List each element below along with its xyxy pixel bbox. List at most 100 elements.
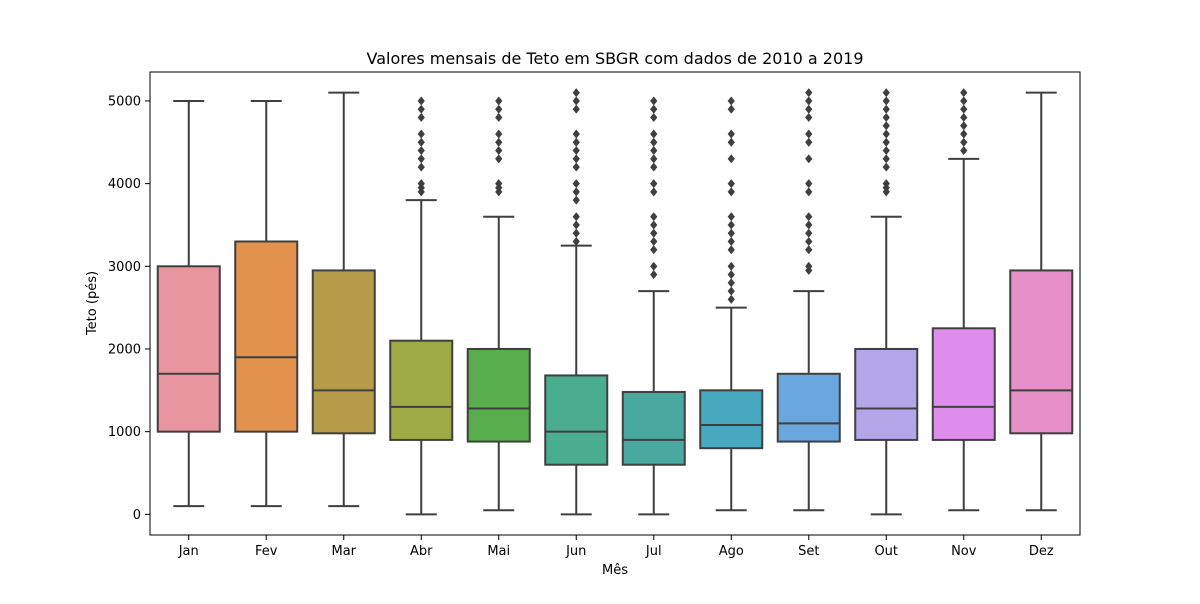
outlier-point xyxy=(805,220,813,230)
outlier-point xyxy=(650,245,658,255)
outlier-point xyxy=(417,179,425,189)
x-tick-label: Set xyxy=(798,544,819,559)
outlier-point xyxy=(572,179,580,189)
outlier-point xyxy=(417,129,425,139)
outlier-point xyxy=(882,121,890,131)
y-tick-label: 1000 xyxy=(108,425,141,440)
outlier-point xyxy=(572,104,580,114)
x-tick-label: Jun xyxy=(565,544,586,559)
outlier-point xyxy=(417,154,425,164)
outlier-point xyxy=(572,236,580,247)
box-iqr xyxy=(234,240,299,433)
outlier-point xyxy=(650,137,658,147)
outlier-point xyxy=(650,104,658,114)
outlier-point xyxy=(650,145,658,156)
outlier-point xyxy=(650,129,658,139)
outlier-point xyxy=(960,137,968,147)
plot-frame xyxy=(149,71,1081,536)
y-tick-label: 0 xyxy=(133,508,141,523)
y-tick-label: 4000 xyxy=(108,177,141,192)
box-iqr xyxy=(621,390,686,466)
outlier-point xyxy=(495,129,503,139)
outlier-point xyxy=(495,154,503,164)
outlier-point xyxy=(572,145,580,156)
outlier-point xyxy=(805,245,813,255)
chart-title: Valores mensais de Teto em SBGR com dado… xyxy=(367,49,864,68)
box-iqr xyxy=(776,372,841,443)
outlier-point xyxy=(727,104,735,114)
outlier-point xyxy=(805,236,813,247)
outlier-point xyxy=(805,187,813,197)
x-axis-label: Mês xyxy=(602,563,628,578)
box-iqr xyxy=(699,389,764,450)
outlier-point xyxy=(650,112,658,123)
outlier-point xyxy=(727,212,735,222)
chart-axes: Jan Fev Mar Abr Mai Jun Jul Ago Set Out Nov Dez 0 100… xyxy=(108,94,1054,559)
outlier-point xyxy=(650,154,658,164)
outlier-point xyxy=(882,162,890,172)
outlier-point xyxy=(727,269,735,280)
box-iqr xyxy=(931,327,996,441)
outlier-point xyxy=(805,112,813,123)
outlier-point xyxy=(572,129,580,139)
outlier-point xyxy=(727,220,735,230)
box-fev xyxy=(234,99,299,508)
outlier-point xyxy=(572,88,580,98)
outlier-point xyxy=(727,286,735,296)
outlier-point xyxy=(727,96,735,106)
outlier-point xyxy=(960,121,968,131)
box-mar xyxy=(311,91,376,508)
outlier-point xyxy=(727,228,735,238)
outlier-point xyxy=(727,179,735,189)
outlier-point xyxy=(417,96,425,106)
outlier-point xyxy=(960,88,968,98)
outlier-point xyxy=(650,220,658,230)
box-out xyxy=(854,88,919,516)
outlier-point xyxy=(572,187,580,197)
outlier-point xyxy=(882,88,890,98)
box-iqr xyxy=(389,339,454,441)
outlier-point xyxy=(727,278,735,288)
outlier-point xyxy=(495,145,503,156)
outlier-point xyxy=(572,96,580,106)
box-dez xyxy=(1009,91,1074,512)
outlier-point xyxy=(882,129,890,139)
outlier-point xyxy=(650,187,658,197)
outlier-point xyxy=(727,137,735,147)
box-jun xyxy=(544,88,609,516)
outlier-point xyxy=(960,145,968,156)
x-tick-label: Mai xyxy=(487,544,510,559)
outlier-point xyxy=(495,96,503,106)
outlier-point xyxy=(805,137,813,147)
x-tick-label: Ago xyxy=(719,544,744,559)
y-tick-label: 5000 xyxy=(108,94,141,109)
outlier-point xyxy=(495,112,503,123)
y-tick-label: 2000 xyxy=(108,342,141,357)
outlier-point xyxy=(572,195,580,205)
outlier-point xyxy=(727,294,735,304)
outlier-point xyxy=(727,129,735,139)
x-tick-label: Dez xyxy=(1029,544,1054,559)
outlier-point xyxy=(960,96,968,106)
outlier-point xyxy=(650,261,658,271)
outlier-point xyxy=(650,96,658,106)
chart-marks xyxy=(156,88,1074,516)
x-tick-label: Fev xyxy=(255,544,278,559)
outlier-point xyxy=(882,145,890,156)
outlier-point xyxy=(805,104,813,114)
box-jul xyxy=(621,96,686,516)
box-jan xyxy=(156,99,221,508)
outlier-point xyxy=(417,137,425,147)
x-tick-label: Out xyxy=(874,544,898,559)
y-tick-label: 3000 xyxy=(108,260,141,275)
outlier-point xyxy=(572,137,580,147)
outlier-point xyxy=(650,162,658,172)
box-nov xyxy=(931,88,996,512)
box-iqr xyxy=(466,347,531,443)
outlier-point xyxy=(960,129,968,139)
outlier-point xyxy=(960,112,968,123)
outlier-point xyxy=(417,104,425,114)
box-ago xyxy=(699,96,764,512)
outlier-point xyxy=(572,162,580,172)
